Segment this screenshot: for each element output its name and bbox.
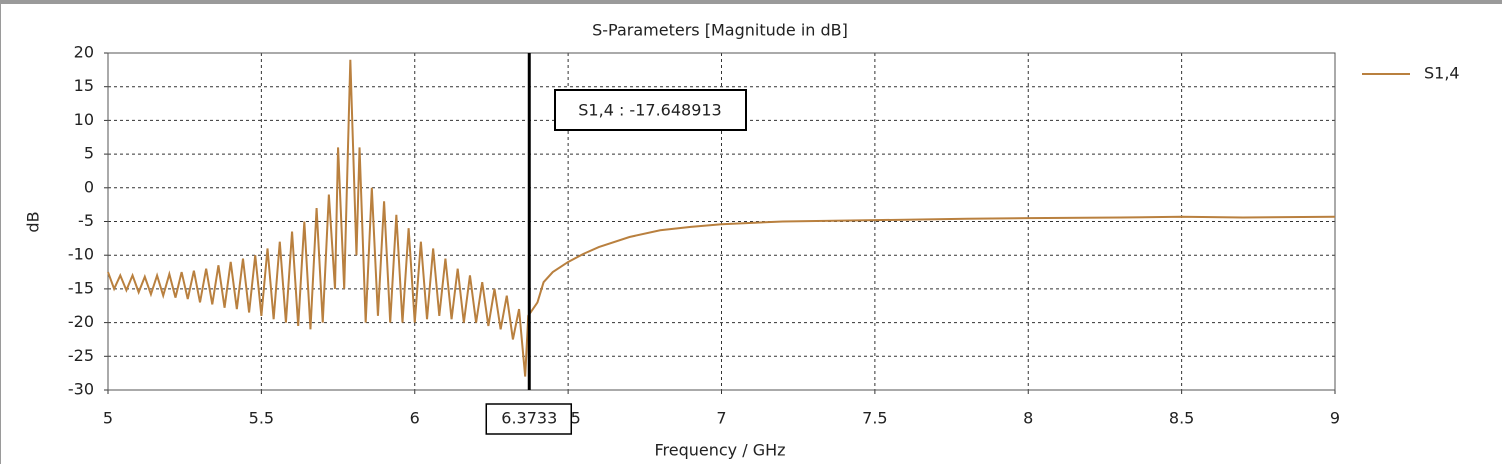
y-tick-label: 10 (74, 110, 94, 129)
marker-label: S1,4 : -17.648913 (578, 101, 721, 120)
x-tick-label: 9 (1330, 409, 1340, 428)
marker-x-box (485, 403, 573, 435)
series-line (107, 59, 1336, 377)
y-tick-label: -20 (68, 312, 94, 331)
x-tick-label: 7.5 (862, 409, 887, 428)
y-tick-label: -15 (68, 278, 94, 297)
y-tick-label: -5 (78, 211, 94, 230)
y-tick-label: -30 (68, 380, 94, 399)
x-tick-label: 8 (1023, 409, 1033, 428)
x-tick-label: 8.5 (1169, 409, 1194, 428)
x-axis-label: Frequency / GHz (654, 441, 785, 460)
marker-label-box (554, 89, 747, 131)
chart-title: S-Parameters [Magnitude in dB] (592, 21, 848, 40)
x-tick-label: 7 (716, 409, 726, 428)
x-tick-label: 5 (103, 409, 113, 428)
window-frame (0, 0, 1502, 4)
y-tick-label: 5 (84, 144, 94, 163)
y-tick-label: 0 (84, 177, 94, 196)
marker-x-label: 6.3733 (501, 409, 557, 428)
y-tick-label: 15 (74, 76, 94, 95)
window-frame-left (0, 4, 1, 464)
legend-label: S1,4 (1424, 64, 1460, 83)
y-axis-label: dB (24, 211, 43, 232)
x-tick-label: 6 (410, 409, 420, 428)
y-tick-label: 20 (74, 43, 94, 62)
x-tick-label: 5.5 (249, 409, 274, 428)
y-tick-label: -25 (68, 346, 94, 365)
plot-frame (107, 52, 1336, 391)
y-tick-label: -10 (68, 245, 94, 264)
